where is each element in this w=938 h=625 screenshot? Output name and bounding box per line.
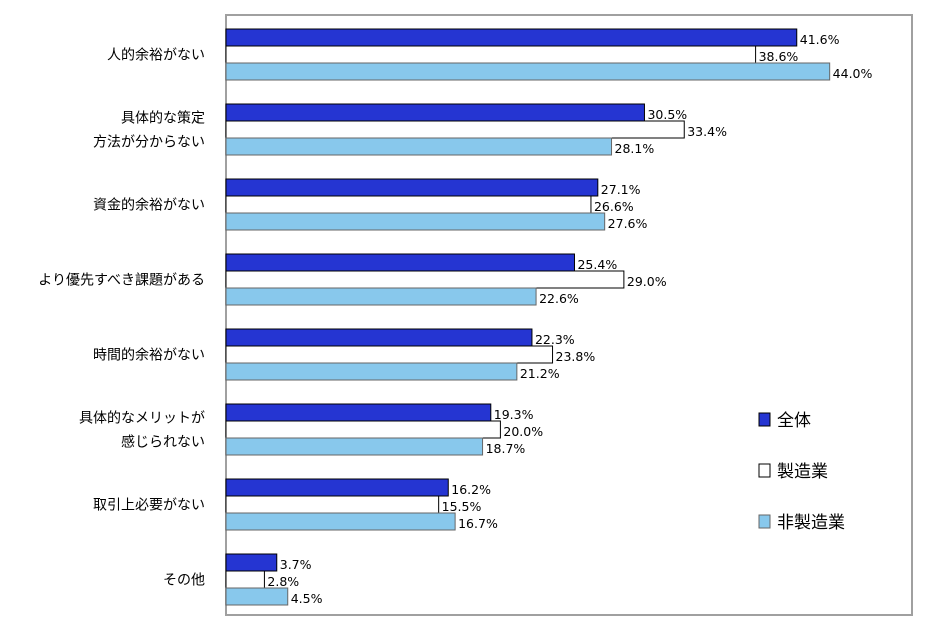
data-label: 22.6% [539,291,579,306]
bar-全体 [225,178,599,197]
category-label: より優先すべき課題がある [38,273,205,289]
bar-全体 [225,328,533,347]
bar-非製造業 [225,287,537,306]
bar-全体 [225,103,645,122]
data-label: 26.6% [594,199,634,214]
category-label: 資金的余裕がない [93,197,205,214]
bar-製造業 [225,270,625,289]
bar-全体 [225,253,575,272]
bar-非製造業 [225,137,613,156]
bar-非製造業 [225,62,831,81]
legend-swatch [758,412,771,427]
category-label: 人的余裕がない [107,47,205,64]
data-label: 33.4% [687,124,727,139]
category-label: その他 [163,573,205,589]
bar-製造業 [225,45,757,64]
bar-製造業 [225,195,592,214]
category-label: 取引上必要がない [93,498,205,514]
data-label: 18.7% [486,441,526,456]
data-label: 15.5% [442,499,482,514]
data-label: 29.0% [627,274,667,289]
data-label: 30.5% [647,107,687,122]
data-label: 16.7% [458,516,498,531]
legend-label: 全体 [777,411,811,431]
data-label: 4.5% [291,591,323,606]
category-label: 具体的な策定 [121,110,205,127]
bar-非製造業 [225,212,606,231]
legend-swatch [758,463,771,478]
data-label: 28.1% [615,141,655,156]
bar-非製造業 [225,362,518,381]
data-label: 41.6% [800,32,840,47]
data-label: 44.0% [833,66,873,81]
legend-label: 非製造業 [777,513,845,533]
plot-area-border [225,14,913,616]
bar-製造業 [225,120,685,139]
data-label: 2.8% [267,574,299,589]
category-label: 感じられない [121,434,205,451]
bar-製造業 [225,495,440,514]
data-label: 16.2% [451,482,491,497]
data-label: 19.3% [494,407,534,422]
data-label: 27.1% [601,182,641,197]
data-label: 20.0% [503,424,543,439]
bar-非製造業 [225,512,456,531]
category-label: 時間的余裕がない [93,347,205,364]
bar-全体 [225,28,798,47]
bar-非製造業 [225,587,289,606]
bar-製造業 [225,345,554,364]
legend-swatch [758,514,771,529]
bar-非製造業 [225,437,484,456]
data-label: 21.2% [520,366,560,381]
data-label: 25.4% [577,257,617,272]
data-label: 3.7% [280,557,312,572]
data-label: 38.6% [759,49,799,64]
data-label: 27.6% [608,216,648,231]
bar-製造業 [225,420,501,439]
category-label: 具体的なメリットが [79,411,205,427]
data-label: 22.3% [535,332,575,347]
bar-全体 [225,478,449,497]
legend-label: 製造業 [777,462,828,482]
data-label: 23.8% [556,349,596,364]
bar-全体 [225,553,278,572]
category-label: 方法が分からない [93,135,205,151]
bar-製造業 [225,570,265,589]
bar-全体 [225,403,492,422]
